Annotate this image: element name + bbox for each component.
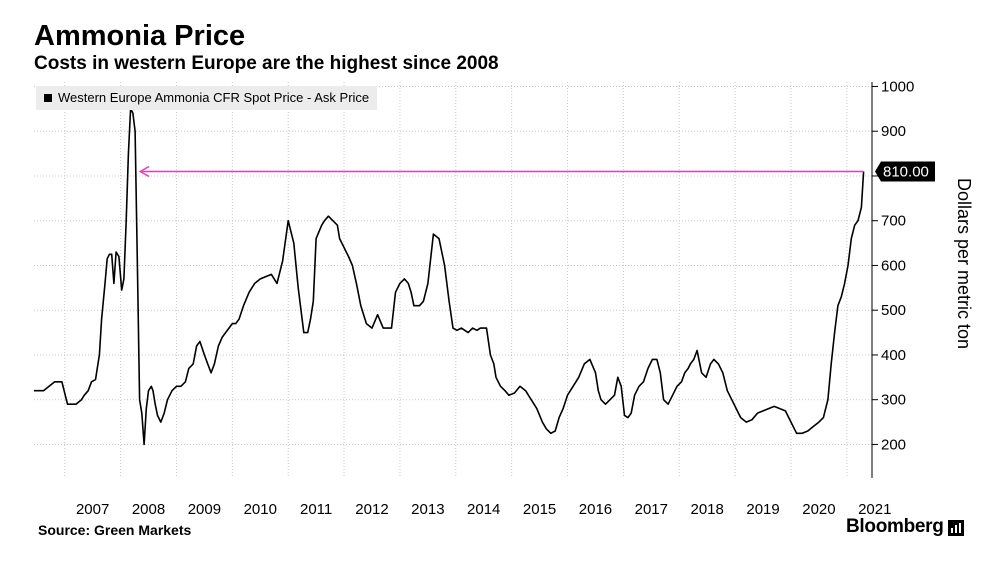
last-value-badge bbox=[875, 161, 935, 182]
y-tick-label: 400 bbox=[881, 347, 906, 364]
y-tick-label: 300 bbox=[881, 392, 906, 409]
y-tick-label: 1000 bbox=[881, 78, 914, 95]
x-tick-label: 2009 bbox=[188, 501, 221, 518]
terminal-icon bbox=[948, 520, 964, 536]
legend-swatch bbox=[44, 94, 52, 102]
series-layer bbox=[34, 108, 865, 446]
annotation-layer: 810.00 bbox=[138, 161, 935, 182]
y-axis-label: Dollars per metric ton bbox=[954, 178, 974, 350]
x-tick-label: 2010 bbox=[244, 501, 277, 518]
y-tick-label: 500 bbox=[881, 302, 906, 319]
chart-title: Ammonia Price bbox=[34, 20, 246, 52]
x-tick-label: 2014 bbox=[467, 501, 500, 518]
source-note: Source: Green Markets bbox=[38, 522, 192, 538]
x-tick-label: 2017 bbox=[635, 501, 668, 518]
grid bbox=[34, 82, 872, 478]
x-tick-label: 2021 bbox=[858, 501, 891, 518]
chart-subtitle: Costs in western Europe are the highest … bbox=[34, 53, 499, 74]
x-tick-label: 2013 bbox=[411, 501, 444, 518]
x-tick-label: 2019 bbox=[746, 501, 779, 518]
series-line bbox=[34, 108, 865, 446]
y-tick-label: 700 bbox=[881, 213, 906, 230]
y-tick-label: 900 bbox=[881, 123, 906, 140]
x-tick-label: 2011 bbox=[300, 501, 332, 518]
y-tick-label: 200 bbox=[881, 436, 906, 453]
annotation-arrowhead bbox=[138, 165, 150, 178]
brand-logo: Bloomberg bbox=[846, 516, 944, 537]
x-tick-label: 2018 bbox=[691, 501, 724, 518]
legend-label: Western Europe Ammonia CFR Spot Price - … bbox=[58, 90, 370, 105]
axes: 200 300 400 500 600 700 900 1000 2007 2008 2009 201… bbox=[76, 78, 914, 518]
x-tick-label: 2020 bbox=[802, 501, 835, 518]
y-tick-label: 600 bbox=[881, 257, 906, 274]
x-tick-label: 2012 bbox=[355, 501, 388, 518]
legend: Western Europe Ammonia CFR Spot Price - … bbox=[36, 86, 378, 110]
x-tick-label: 2015 bbox=[523, 501, 556, 518]
x-tick-label: 2007 bbox=[76, 501, 109, 518]
x-tick-label: 2008 bbox=[132, 501, 165, 518]
x-tick-label: 2016 bbox=[579, 501, 612, 518]
last-value-label: 810.00 bbox=[883, 163, 929, 180]
